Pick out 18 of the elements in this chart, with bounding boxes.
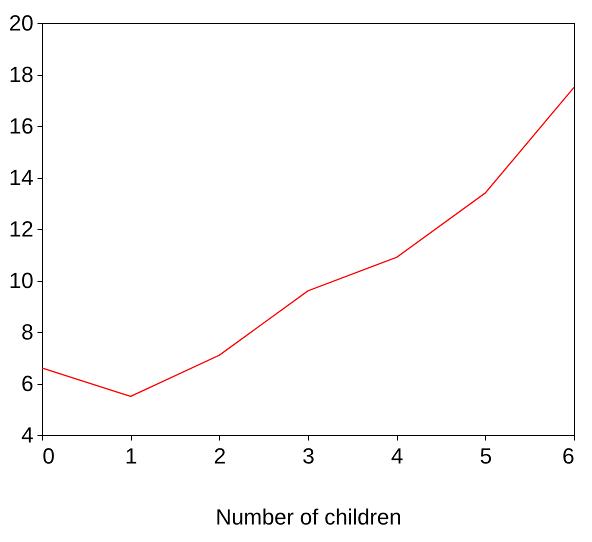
y-tick-label: 4 [21,422,34,448]
y-tick-label: 6 [21,371,34,396]
x-tick-label: 3 [302,444,315,468]
x-axis-title: Number of children [216,504,402,530]
x-tick-label: 6 [562,444,574,468]
x-tick-label: 0 [42,444,55,468]
x-tick-label: 2 [214,444,226,468]
x-tick-label: 5 [480,444,492,468]
x-tick-label: 4 [391,444,404,468]
y-tick-label: 12 [9,216,34,242]
y-tick-label: 18 [9,62,34,87]
y-tick-label: 14 [9,165,34,190]
y-tick-label: 16 [9,114,34,138]
x-tick-label: 1 [125,444,138,468]
y-tick-label: 20 [9,10,34,36]
line-series [41,86,575,398]
y-tick-label: 8 [21,320,34,344]
y-tick-label: 10 [9,268,34,293]
